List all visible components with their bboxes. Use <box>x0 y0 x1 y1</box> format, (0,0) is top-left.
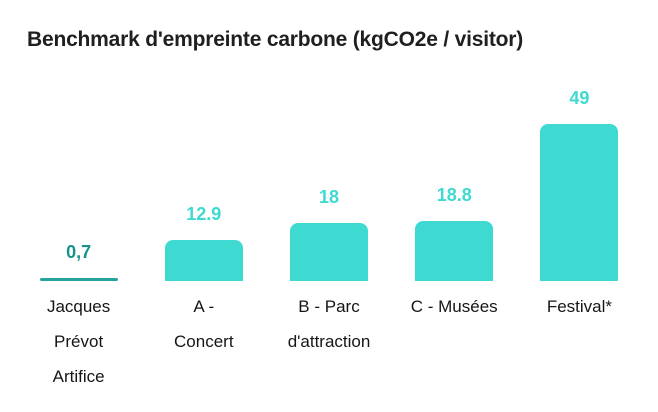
category-label-line: A - <box>193 297 215 316</box>
bar <box>290 223 368 281</box>
chart-column: 18.8 C - Musées <box>392 81 517 394</box>
bar-value-label: 18.8 <box>436 185 472 205</box>
bar-area: 49 <box>517 81 642 281</box>
category-label: Festival* <box>547 281 612 324</box>
bar-value-label: 0,7 <box>66 242 92 262</box>
plot-area: 0,7 Jacques Prévot Artifice 12.9 A - Concert 18… <box>16 81 642 394</box>
chart-column: 18 B - Parc d'attraction <box>266 81 391 394</box>
bar-value-label: 18 <box>318 187 340 207</box>
bar-area: 0,7 <box>16 81 141 281</box>
category-label: A - Concert <box>174 281 234 359</box>
chart-column: 12.9 A - Concert <box>141 81 266 394</box>
chart-title: Benchmark d'empreinte carbone (kgCO2e / … <box>27 28 524 51</box>
category-label-line: Jacques <box>46 297 111 316</box>
bar <box>164 240 243 281</box>
bar-value-label: 49 <box>569 88 590 108</box>
category-label-line: Artifice <box>52 367 105 386</box>
bar-area: 18.8 <box>392 81 517 281</box>
category-label-line: d'attraction <box>287 332 371 351</box>
bar-value-label: 12.9 <box>186 204 222 224</box>
category-label: Jacques Prévot Artifice <box>47 281 110 394</box>
bar <box>540 124 619 281</box>
category-label-line: Concert <box>174 332 234 351</box>
bar <box>415 221 494 281</box>
bar-area: 18 <box>266 81 391 281</box>
chart-column: 49 Festival* <box>517 81 642 394</box>
category-label: C - Musées <box>411 281 498 324</box>
category-label: B - Parc d'attraction <box>288 281 371 359</box>
category-label-line: Festival* <box>546 297 612 316</box>
category-label-line: B - Parc <box>298 297 360 316</box>
category-label-line: C - Musées <box>410 297 498 316</box>
category-label-line: Prévot <box>54 332 104 351</box>
bar <box>39 278 118 281</box>
chart-column: 0,7 Jacques Prévot Artifice <box>16 81 141 394</box>
bar-area: 12.9 <box>141 81 266 281</box>
